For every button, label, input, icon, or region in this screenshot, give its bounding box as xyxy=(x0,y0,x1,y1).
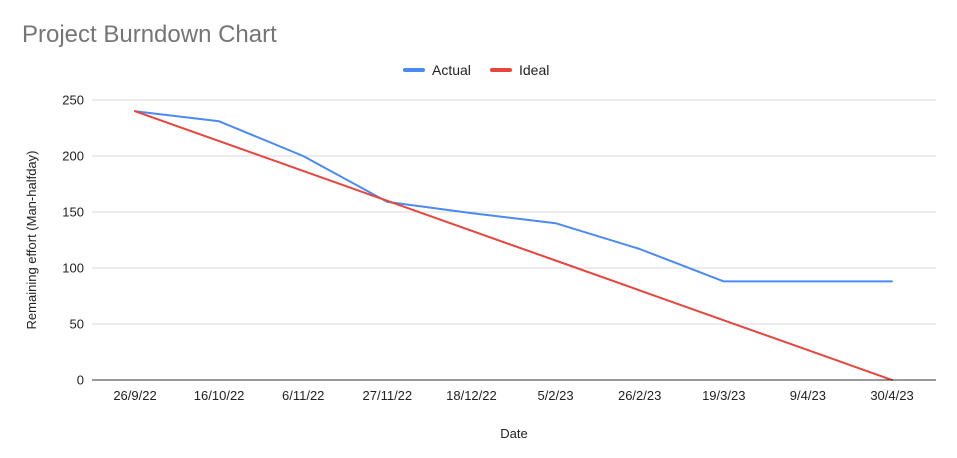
x-axis-ticks: 26/9/22 16/10/22 6/11/22 27/11/22 18/12/22 5/… xyxy=(113,388,913,403)
y-tick-label: 150 xyxy=(62,205,84,220)
data-point-actual[interactable] xyxy=(803,276,813,286)
data-point-ideal[interactable] xyxy=(551,255,561,265)
data-point-actual[interactable] xyxy=(214,116,224,126)
x-tick-label: 9/4/23 xyxy=(790,388,826,403)
x-tick-label: 6/11/22 xyxy=(282,388,324,403)
data-point-actual[interactable] xyxy=(635,244,645,254)
y-tick-label: 50 xyxy=(70,317,84,332)
x-tick-label: 18/12/22 xyxy=(446,388,497,403)
x-axis-title: Date xyxy=(500,426,527,441)
data-point-ideal[interactable] xyxy=(214,136,224,146)
data-point-ideal[interactable] xyxy=(466,226,476,236)
y-tick-label: 100 xyxy=(62,261,84,276)
data-point-ideal[interactable] xyxy=(719,315,729,325)
data-point-actual[interactable] xyxy=(298,151,308,161)
legend-item-ideal[interactable]: Ideal xyxy=(490,62,549,78)
gridlines xyxy=(92,99,936,325)
data-point-actual[interactable] xyxy=(719,276,729,286)
y-tick-label: 0 xyxy=(77,373,84,388)
data-point-ideal[interactable] xyxy=(298,166,308,176)
data-point-ideal[interactable] xyxy=(803,345,813,355)
legend[interactable]: Actual Ideal xyxy=(403,62,549,78)
series-layer xyxy=(130,106,897,381)
chart-title: Project Burndown Chart xyxy=(22,21,277,48)
data-point-ideal[interactable] xyxy=(382,196,392,206)
legend-label-ideal: Ideal xyxy=(519,62,549,78)
x-tick-label: 26/2/23 xyxy=(618,388,661,403)
x-tick-label: 19/3/23 xyxy=(702,388,745,403)
y-axis-title: Remaining effort (Man-halfday) xyxy=(24,151,39,330)
series-line-actual[interactable] xyxy=(134,110,893,283)
y-tick-label: 250 xyxy=(62,93,84,108)
legend-item-actual[interactable]: Actual xyxy=(403,62,471,78)
x-tick-label: 30/4/23 xyxy=(870,388,913,403)
legend-label-actual: Actual xyxy=(432,62,471,78)
series-line-ideal[interactable] xyxy=(134,110,893,381)
data-point-actual[interactable] xyxy=(887,276,897,286)
x-tick-label: 26/9/22 xyxy=(113,388,156,403)
data-point-actual[interactable] xyxy=(466,208,476,218)
data-point-ideal[interactable] xyxy=(130,106,140,116)
x-tick-label: 27/11/22 xyxy=(363,388,413,403)
data-point-actual[interactable] xyxy=(551,218,561,228)
x-tick-label: 16/10/22 xyxy=(194,388,245,403)
y-tick-label: 200 xyxy=(62,149,84,164)
x-tick-label: 5/2/23 xyxy=(537,388,573,403)
y-axis-ticks: 0 50 100 150 200 250 xyxy=(62,93,84,388)
data-point-ideal[interactable] xyxy=(635,285,645,295)
